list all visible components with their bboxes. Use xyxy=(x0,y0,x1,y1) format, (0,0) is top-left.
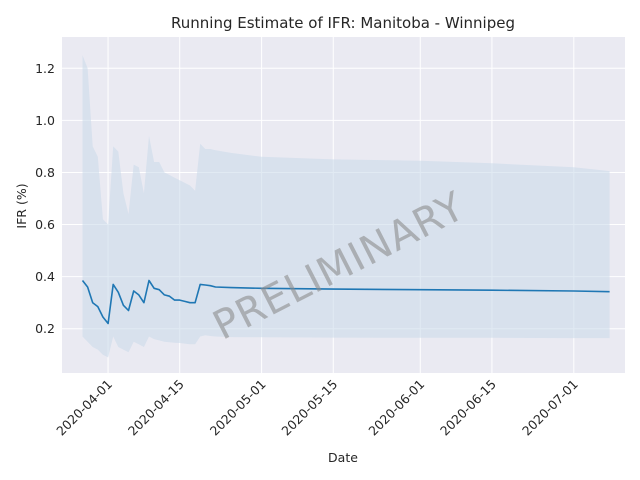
y-tick-label: 0.4 xyxy=(35,269,55,284)
y-tick-label: 0.6 xyxy=(35,217,55,232)
confidence-band xyxy=(82,55,610,358)
ifr-line xyxy=(81,279,610,325)
x-axis-label: Date xyxy=(328,450,358,465)
y-tick-label: 0.2 xyxy=(35,321,55,336)
y-tick-label: 0.8 xyxy=(35,165,55,180)
y-tick-label: 1.2 xyxy=(35,61,55,76)
y-axis-label: IFR (%) xyxy=(14,183,29,228)
chart-title: Running Estimate of IFR: Manitoba - Winn… xyxy=(171,14,515,32)
y-tick-label: 1.0 xyxy=(35,113,55,128)
